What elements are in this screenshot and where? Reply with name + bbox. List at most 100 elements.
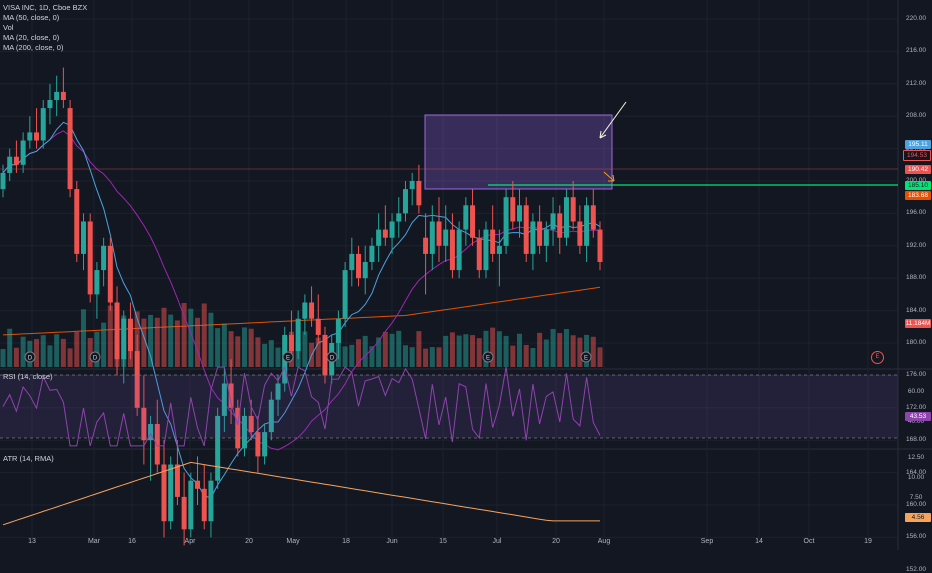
legend-ma50[interactable]: MA (50, close, 0) [3,13,60,22]
candle-body [295,318,301,352]
volume-bar [470,335,476,367]
volume-bar [248,328,254,367]
time-axis-label: 13 [28,538,36,545]
volume-bar [255,337,261,367]
event-marker-label: D [93,356,98,362]
price-axis-label: 220.00 [906,15,926,22]
candle-body [517,205,523,222]
volume-bar [577,337,583,367]
candle-body [168,464,174,522]
ma50-line [2,130,601,451]
candle-body [275,383,281,400]
time-axis-label: 15 [439,538,447,545]
arrow-small-annotation[interactable] [603,171,615,182]
price-axis-label: 152.00 [906,565,926,573]
legend-ma200[interactable]: MA (200, close, 0) [3,43,64,52]
price-axis-label: 188.00 [906,274,926,282]
price-axis-label: 176.00 [906,371,926,379]
rsi-label[interactable]: RSI (14, close) [3,372,53,381]
volume-bar [154,317,160,367]
event-marker[interactable] [482,351,494,363]
candle-body [221,383,227,416]
arrow-down-annotation[interactable] [599,101,627,139]
candle-body [161,464,167,522]
volume-bar [54,334,60,367]
range-box[interactable] [424,114,613,190]
volume-bar [195,317,201,367]
legend-title[interactable]: VISA INC, 1D, Cboe BZX [3,3,88,12]
candle-body [288,334,294,352]
candle-body [20,140,26,165]
candle-body [195,480,201,489]
candle-body [94,270,100,295]
grid-lines [0,0,898,538]
event-marker[interactable] [282,351,294,363]
event-marker[interactable] [326,351,338,363]
event-marker-label: E [286,356,290,362]
candle-body [235,407,241,449]
candle-body [537,221,543,246]
volume-bar [40,335,46,367]
candle-body [241,415,247,449]
volume-bar [436,347,442,367]
candle-body [107,245,113,303]
candle-body [476,237,482,271]
event-marker[interactable] [24,351,36,363]
volume-bar [241,327,247,367]
price-tag: 194.53 [903,150,931,161]
volume-bar [60,338,66,367]
volume-bar [7,328,13,367]
price-axis-label: 172.00 [906,403,926,411]
candle-body [490,229,496,254]
event-marker[interactable] [89,351,101,363]
volume-bar [463,334,469,367]
candle-body [208,480,214,522]
volume-bar [94,331,100,367]
atr-label[interactable]: ATR (14, RMA) [3,454,54,463]
price-axis-label: 212.00 [906,79,926,87]
candle-body [543,229,549,246]
candle-body [335,318,341,343]
time-axis-label: 19 [864,538,872,545]
time-axis-label: Mar [87,538,101,545]
volume-bar [362,335,368,367]
candle-body [342,270,348,319]
volume-bar [523,344,529,367]
legend-ma20[interactable]: MA (20, close, 0) [3,33,60,42]
volume-bar [456,335,462,367]
earnings-marker-future[interactable]: E [871,351,884,364]
volume-bar [275,347,281,367]
volume-bar [543,339,549,367]
volume-bar [496,331,502,367]
candle-body [362,262,368,279]
volume-bar [0,349,6,367]
volume-bar [369,346,375,367]
candle-body [87,221,93,295]
candle-body [530,221,536,254]
event-marker[interactable] [580,351,592,363]
volume-bar [148,314,154,367]
candle-body [443,229,449,246]
volume-bar [67,348,73,367]
ma20-path [2,121,601,499]
atr-axis-label: 10.00 [907,474,925,481]
volume-bar [356,339,362,367]
candle-body [315,318,321,335]
candle-body [483,229,489,271]
volume-bar [349,344,355,367]
volume-bar [161,307,167,367]
candle-body [181,496,187,530]
event-marker-label: D [28,356,33,362]
candle-body [54,91,60,100]
volume-bar [557,333,563,367]
legend-vol[interactable]: Vol [3,23,14,32]
candle-body [141,407,147,441]
event-marker-label: E [584,356,588,362]
volume-bar [268,340,274,367]
rsi-axis-label: 60.00 [907,388,925,395]
volume-bar [490,327,496,367]
candle-body [174,464,180,497]
